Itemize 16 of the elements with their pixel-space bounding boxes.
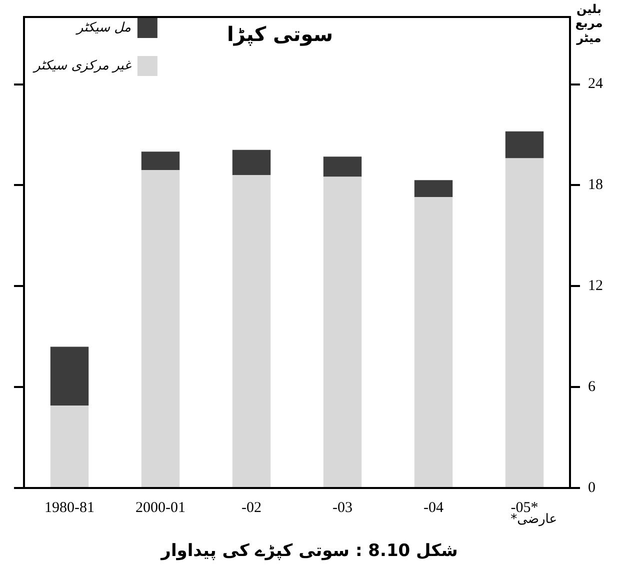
x-tick-label: -04 xyxy=(424,500,444,516)
x-tick-label: -03 xyxy=(332,500,352,516)
y-tick-label: 0 xyxy=(588,480,596,496)
x-tick-label: 1980-81 xyxy=(44,500,94,516)
x-tick-label: -02 xyxy=(242,500,262,516)
y-axis-title: بلین مربع میٹر xyxy=(574,2,604,46)
y-tick-label: 6 xyxy=(588,379,596,396)
y-tick-label: 12 xyxy=(588,278,603,294)
y-tick-label: 18 xyxy=(588,177,603,194)
text: شکل 8.10 : سوتی کپڑے کی پیداوار xyxy=(159,540,459,561)
x-tick-label: 2000-01 xyxy=(136,500,186,516)
legend-label: مل سیکٹر xyxy=(74,20,131,36)
chart-title: سوتی کپڑا xyxy=(226,22,333,46)
text: عارضی* xyxy=(510,512,557,527)
legend-label: غیر مرکزی سیکٹر xyxy=(32,58,132,74)
y-tick-label: 24 xyxy=(588,76,604,92)
